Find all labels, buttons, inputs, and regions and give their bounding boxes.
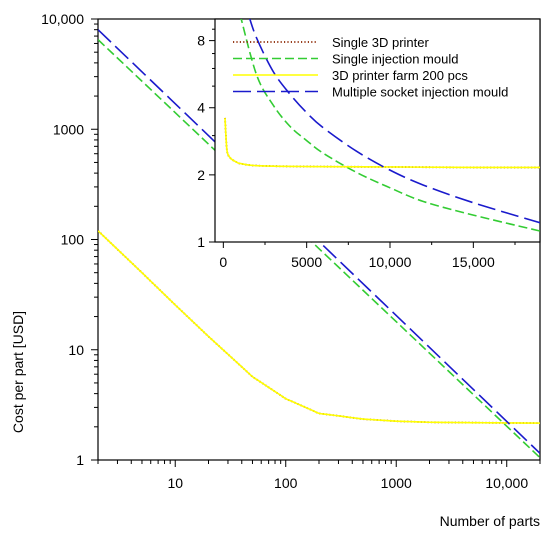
y-axis-label: Cost per part [USD] xyxy=(10,311,26,433)
main-series-group xyxy=(98,29,540,459)
legend-label-3: 3D printer farm 200 pcs xyxy=(332,68,468,83)
x-tick-label: 100 xyxy=(274,475,298,491)
inset-x-tick-label: 10,000 xyxy=(369,254,412,270)
y-tick-label: 1000 xyxy=(53,121,84,137)
inset-series-line-3 xyxy=(224,117,540,169)
main-series-line-2 xyxy=(98,39,540,459)
inset-y-tick-label: 8 xyxy=(197,33,205,49)
inset-series-group xyxy=(224,19,540,232)
y-tick-label: 10 xyxy=(68,342,84,358)
main-series-line-4 xyxy=(98,29,540,454)
inset-y-tick-label: 1 xyxy=(197,234,205,250)
inset-y-tick-label: 2 xyxy=(197,167,205,183)
inset-x-tick-label: 5000 xyxy=(291,254,322,270)
legend-label-1: Single 3D printer xyxy=(332,35,429,50)
y-tick-label: 1 xyxy=(76,452,84,468)
y-tick-label: 10,000 xyxy=(41,11,84,27)
legend-label-2: Single injection mould xyxy=(332,52,458,67)
inset-plot-frame xyxy=(214,18,541,243)
inset-y-tick-label: 4 xyxy=(197,100,205,116)
x-tick-label: 10 xyxy=(167,475,183,491)
x-axis-label: Number of parts xyxy=(440,513,540,529)
legend-label-4: Multiple socket injection mould xyxy=(332,85,508,100)
inset-series-line-4 xyxy=(248,19,540,224)
legend: Single 3D printer Single injection mould3… xyxy=(233,35,508,100)
x-tick-label: 10,000 xyxy=(485,475,528,491)
x-tick-label: 1000 xyxy=(381,475,412,491)
inset-x-tick-label: 15,000 xyxy=(452,254,495,270)
main-series-line-3 xyxy=(98,230,540,424)
inset-x-tick-label: 0 xyxy=(219,254,227,270)
y-tick-label: 100 xyxy=(61,232,85,248)
